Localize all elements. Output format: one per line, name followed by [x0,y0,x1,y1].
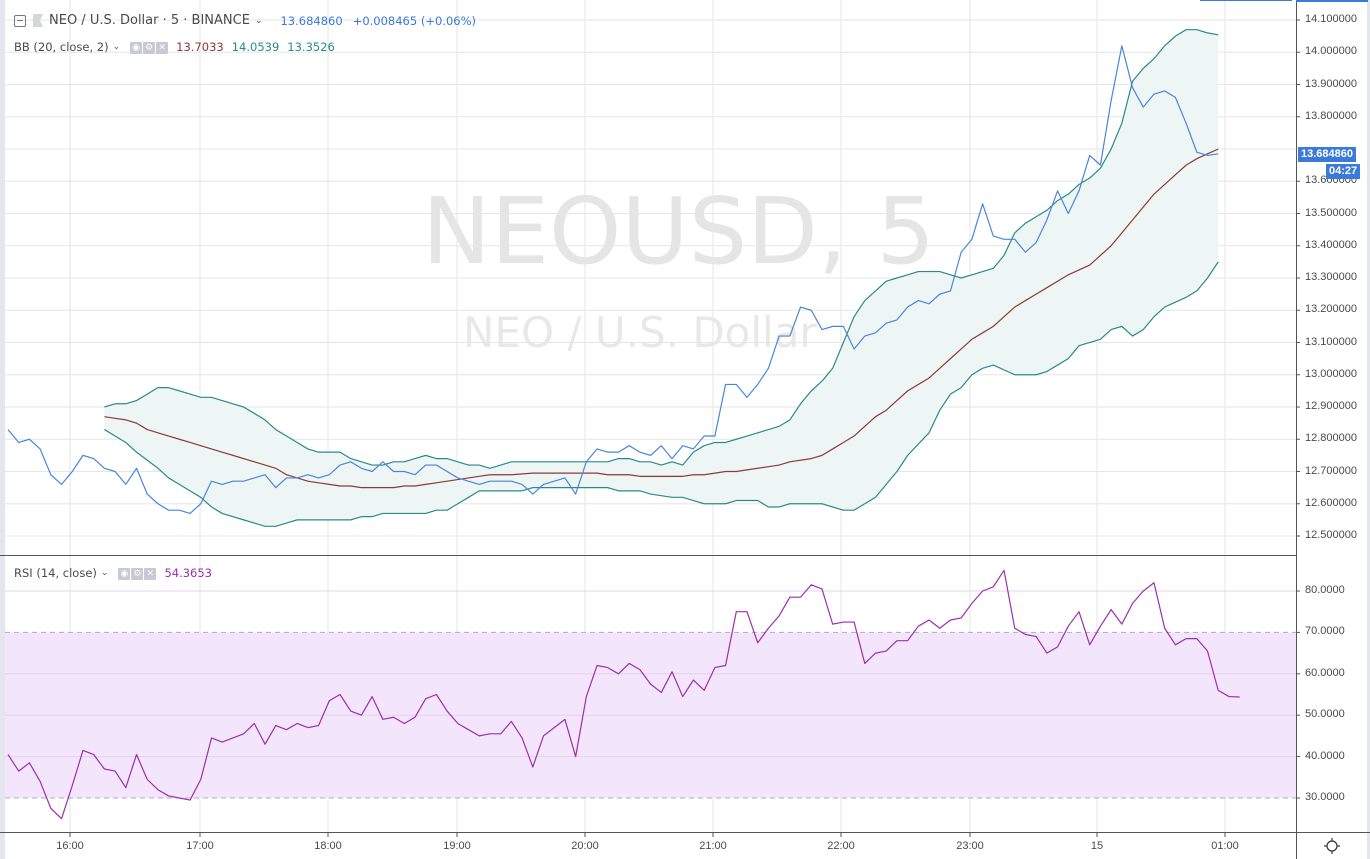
price-tick-label: 13.800000 [1305,109,1357,122]
price-tick-label: 14.100000 [1305,13,1357,25]
chevron-down-icon[interactable]: ⌄ [112,41,121,52]
close-icon[interactable]: ✕ [144,568,157,580]
price-tick-label: 13.100000 [1305,335,1357,348]
bb-upper-value: 14.0539 [231,39,280,54]
time-tick-label: 18:00 [314,840,342,852]
chevron-down-icon[interactable]: ⌄ [100,567,109,578]
watermark-ticker: NEOUSD, 5 [422,178,935,285]
collapse-icon[interactable] [14,14,26,27]
price-tick-label: 13.500000 [1305,206,1357,219]
price-tick-label: 12.800000 [1305,432,1357,445]
price-tick-label: 12.900000 [1305,400,1357,412]
eye-icon[interactable]: ◉ [118,568,131,580]
bb-basis-value: 13.7033 [176,39,224,54]
time-tick-label: 22:00 [827,840,855,852]
rsi-action-buttons: ◉ ⚙ ✕ [118,565,157,580]
time-tick-label: 21:00 [699,840,727,852]
symbol-flag-icon [33,14,43,27]
watermark-description: NEO / U.S. Dollar [463,308,817,357]
price-change-value: +0.008465 (+0.06%) [352,13,476,28]
time-tick-label: 19:00 [443,840,471,852]
settings-gear-icon[interactable] [1323,837,1341,855]
time-tick-label: 20:00 [571,840,599,852]
rsi-tick-label: 70.0000 [1305,625,1345,638]
rsi-tick-label: 30.0000 [1305,791,1345,803]
rsi-indicator-label[interactable]: RSI (14, close) [14,565,97,580]
price-tick-label: 13.400000 [1305,238,1357,251]
rsi-tick-label: 80.0000 [1305,584,1345,596]
gear-icon[interactable]: ⚙ [143,42,156,54]
close-icon[interactable]: ✕ [156,42,169,54]
price-tick-label: 12.600000 [1305,496,1357,509]
time-tick-label: 16:00 [56,840,84,852]
price-tick-label: 12.700000 [1305,464,1357,477]
price-tick-label: 13.000000 [1305,367,1357,380]
gear-icon[interactable]: ⚙ [131,568,144,580]
price-tick-label: 14.000000 [1305,45,1357,58]
bb-lower-value: 13.3526 [287,39,335,54]
price-tick-label: 12.500000 [1305,529,1357,541]
time-tick-label: 15 [1090,840,1104,852]
right-edge-strip [1367,0,1370,859]
price-tick-label: 13.900000 [1305,77,1357,90]
time-tick-label: 23:00 [956,840,984,852]
rsi-legend: RSI (14, close) ⌄ ◉ ⚙ ✕ 54.3653 [14,565,212,580]
rsi-value: 54.3653 [164,565,212,580]
eye-icon[interactable]: ◉ [130,42,143,54]
bb-legend: BB (20, close, 2) ⌄ ◉ ⚙ ✕ 13.7033 14.0539 … [14,39,335,54]
chevron-down-icon[interactable]: ⌄ [254,15,263,26]
symbol-title[interactable]: NEO / U.S. Dollar · 5 · BINANCE [49,13,250,28]
rsi-tick-label: 50.0000 [1305,708,1345,721]
left-edge-strip [0,0,5,859]
bb-action-buttons: ◉ ⚙ ✕ [130,39,169,54]
bb-indicator-label[interactable]: BB (20, close, 2) [14,39,109,54]
rsi-tick-label: 40.0000 [1305,749,1345,762]
time-tick-label: 01:00 [1211,840,1239,852]
current-price-tag: 13.684860 [1298,147,1356,162]
price-tick-label: 13.200000 [1305,303,1357,316]
last-price-value: 13.684860 [280,13,343,28]
rsi-tick-label: 60.0000 [1305,666,1345,679]
time-tick-label: 17:00 [186,840,214,852]
main-series-legend: NEO / U.S. Dollar · 5 · BINANCE ⌄ 13.684… [14,13,476,28]
countdown-tag: 04:27 [1326,164,1361,179]
price-tick-label: 13.300000 [1305,271,1357,283]
